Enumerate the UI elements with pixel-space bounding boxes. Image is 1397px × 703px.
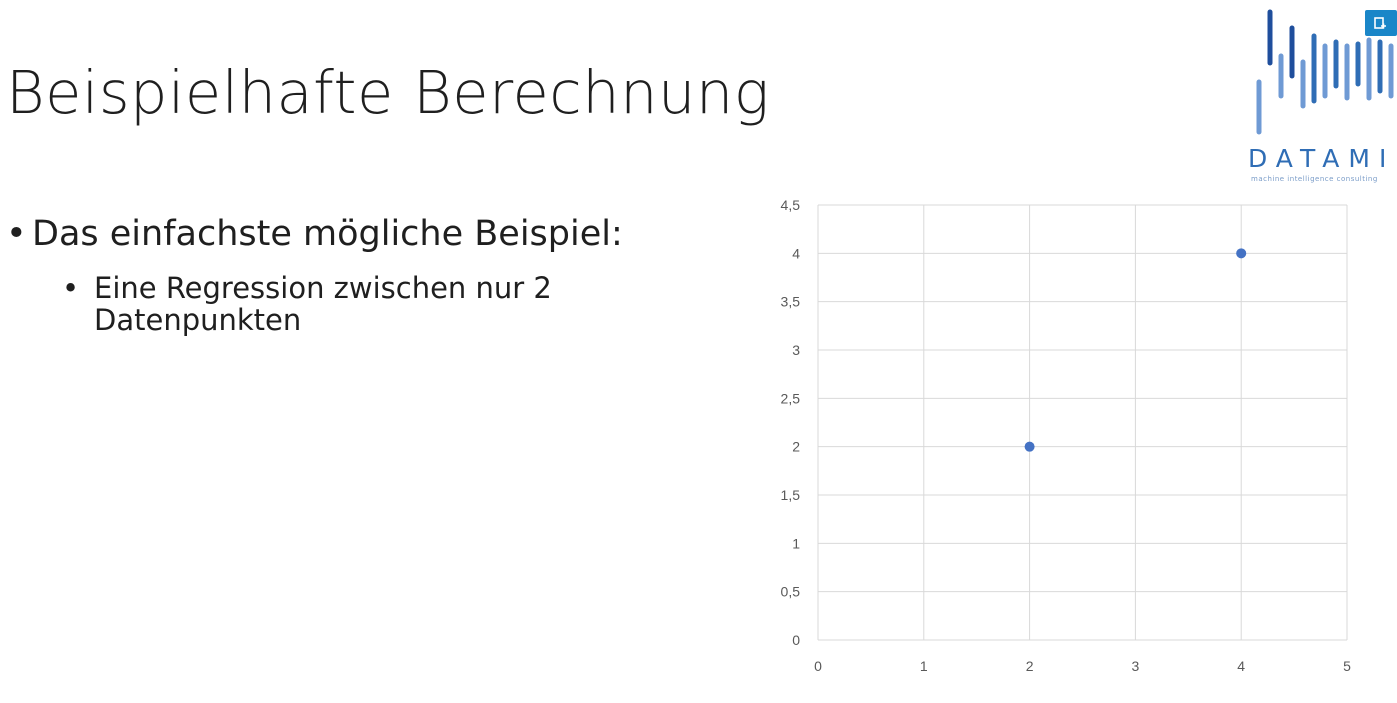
bullet-dot: •	[62, 271, 80, 305]
scatter-chart: 0 0,5 1 1,5 2 2,5 3 3,5 4 4,5 0 1 2 3 4 5	[781, 197, 1352, 674]
y-tick-label: 3,5	[781, 294, 801, 310]
x-tick-label: 1	[920, 658, 928, 674]
bullet-level-2-text: Eine Regression zwischen nur 2 Datenpunk…	[94, 271, 552, 337]
logo-tagline: machine intelligence consulting	[1251, 175, 1378, 183]
y-tick-label: 2	[792, 439, 800, 455]
y-tick-label: 3	[792, 342, 800, 358]
x-tick-label: 2	[1026, 658, 1034, 674]
x-tick-label: 3	[1132, 658, 1140, 674]
bullet-level-2: • Eine Regression zwischen nur 2 Datenpu…	[62, 272, 622, 336]
y-tick-label: 2,5	[781, 390, 801, 406]
bullet-level-1-text: Das einfachste mögliche Beispiel:	[32, 214, 623, 254]
x-tick-label: 0	[814, 658, 822, 674]
bullet-dot: •	[6, 214, 27, 254]
bullet-level-1: • Das einfachste mögliche Beispiel:	[6, 214, 623, 254]
y-tick-label: 4	[792, 245, 800, 261]
data-point	[1024, 441, 1035, 452]
screen-capture-button[interactable]	[1365, 10, 1397, 36]
y-tick-label: 1	[792, 535, 800, 551]
data-point	[1236, 248, 1247, 259]
x-tick-label: 4	[1237, 658, 1245, 674]
screen-capture-icon	[1374, 17, 1386, 29]
logo-wordmark: DATAMI	[1248, 144, 1396, 173]
y-tick-label: 0,5	[781, 584, 801, 600]
x-tick-label: 5	[1343, 658, 1351, 674]
y-tick-label: 1,5	[781, 487, 801, 503]
y-tick-label: 0	[792, 632, 800, 648]
y-tick-label: 4,5	[781, 197, 801, 213]
slide-title: Beispielhafte Berechnung	[6, 58, 770, 127]
datami-logo	[1256, 9, 1394, 135]
